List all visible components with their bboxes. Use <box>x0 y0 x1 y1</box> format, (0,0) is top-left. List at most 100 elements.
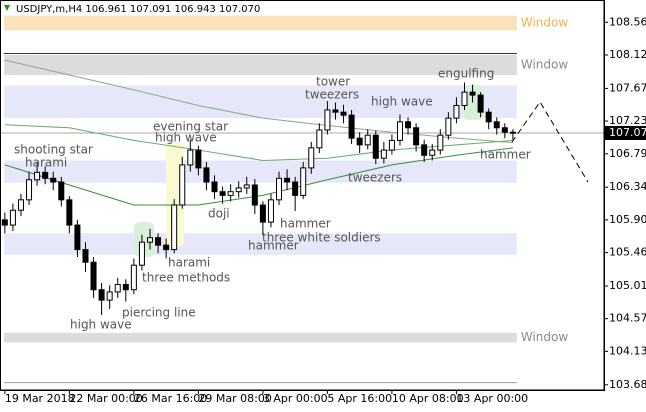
pattern-label: harami <box>168 256 210 270</box>
candle-body <box>453 104 460 119</box>
pattern-label: evening star <box>153 120 228 134</box>
y-tick-label: 107.670 <box>609 81 646 94</box>
window-zone <box>4 54 517 76</box>
candle-body <box>405 121 412 129</box>
candle-body <box>308 147 315 169</box>
candle-body <box>187 149 194 166</box>
candle-body <box>146 237 153 243</box>
candle-body <box>1 219 8 226</box>
window-label: Window <box>521 58 569 72</box>
moving-average <box>4 124 513 161</box>
candle-body <box>469 91 476 96</box>
pattern-label: high wave <box>70 318 132 332</box>
candle-body <box>396 121 403 141</box>
pattern-label: harami <box>25 156 67 170</box>
y-tick-label: 103.680 <box>609 378 646 391</box>
symbol-icon <box>4 5 10 11</box>
x-tick-label: 22 Mar 00:00 <box>69 392 142 405</box>
candle-body <box>74 224 81 251</box>
candle-body <box>348 114 355 139</box>
last-price-label: 107.070 <box>609 126 646 139</box>
zone <box>4 160 517 183</box>
y-tick-label: 105.900 <box>609 213 646 226</box>
window-label: Window <box>521 16 569 30</box>
candle-body <box>98 289 105 301</box>
zone <box>4 85 517 119</box>
candle-body <box>90 261 97 291</box>
chart-title: USDJPY,m,H4 106.961 107.091 106.943 107.… <box>16 4 260 15</box>
candle-body <box>292 181 299 196</box>
candle-body <box>211 181 218 193</box>
pattern-label: hammer <box>248 239 299 253</box>
frame <box>0 0 605 391</box>
candle-body <box>227 191 234 196</box>
y-tick-label: 106.790 <box>609 147 646 160</box>
candle-body <box>66 199 73 226</box>
moving-average <box>4 147 513 206</box>
candle-body <box>445 117 452 136</box>
candle-body <box>58 181 65 201</box>
pattern-label: piercing line <box>122 306 196 320</box>
candle-body <box>219 191 226 196</box>
candle-body <box>50 177 57 183</box>
pattern-label: high wave <box>371 95 433 109</box>
y-tick-label: 104.130 <box>609 344 646 357</box>
candle-body <box>155 237 162 246</box>
candle-body <box>195 149 202 169</box>
candle-body <box>388 139 395 151</box>
candle-body <box>316 129 323 149</box>
candle-body <box>26 179 33 201</box>
candle-body <box>356 137 363 146</box>
candle-body <box>17 199 24 211</box>
pattern-label: three methods <box>142 271 230 285</box>
moving-average <box>4 59 513 144</box>
x-tick-label: 13 Apr 00:00 <box>456 392 528 405</box>
candle-body <box>372 134 379 159</box>
candle-body <box>501 127 508 133</box>
candle-body <box>461 91 468 106</box>
candle-body <box>114 284 121 293</box>
pattern-label: doji <box>208 207 230 221</box>
candle-body <box>179 164 186 206</box>
candle-body <box>413 127 420 146</box>
candle-body <box>82 249 89 263</box>
x-tick-label: 3 Apr 00:00 <box>263 392 328 405</box>
window-zone <box>4 15 517 31</box>
window-label: Window <box>521 330 569 344</box>
y-tick-label: 108.560 <box>609 15 646 28</box>
candle-body <box>267 199 274 223</box>
candle-body <box>251 184 258 206</box>
pattern-label: tweezers <box>305 88 359 102</box>
pattern-label: tweezers <box>348 171 402 185</box>
x-tick-label: 10 Apr 08:00 <box>392 392 464 405</box>
y-tick-label: 105.010 <box>609 279 646 292</box>
candle-body <box>493 121 500 129</box>
x-tick-label: 5 Apr 16:00 <box>327 392 392 405</box>
y-tick-label: 104.570 <box>609 312 646 325</box>
candle-body <box>130 264 137 291</box>
x-tick-label: 29 Mar 08:00 <box>198 392 271 405</box>
candle-body <box>106 291 113 301</box>
candle-body <box>42 171 49 179</box>
candle-body <box>437 134 444 151</box>
last-price-box <box>605 125 646 140</box>
candle-body <box>340 111 347 116</box>
y-tick-label: 107.230 <box>609 114 646 127</box>
candle-body <box>122 284 129 291</box>
pattern-label: high wave <box>155 131 217 145</box>
candle-body <box>34 171 41 181</box>
candle-body <box>276 177 283 201</box>
y-tick-label: 106.340 <box>609 180 646 193</box>
x-tick-label: 19 Mar 2018 <box>5 392 75 405</box>
pattern-label: tower <box>316 75 350 89</box>
candle-body <box>235 187 242 193</box>
y-tick-label: 108.120 <box>609 48 646 61</box>
candle-body <box>259 204 266 223</box>
candle-body <box>485 111 492 123</box>
pattern-label: hammer <box>280 217 331 231</box>
pattern-label: three white soldiers <box>262 231 381 245</box>
candle-body <box>300 167 307 196</box>
pattern-label: shooting star <box>14 143 93 157</box>
candle-body <box>421 144 428 156</box>
